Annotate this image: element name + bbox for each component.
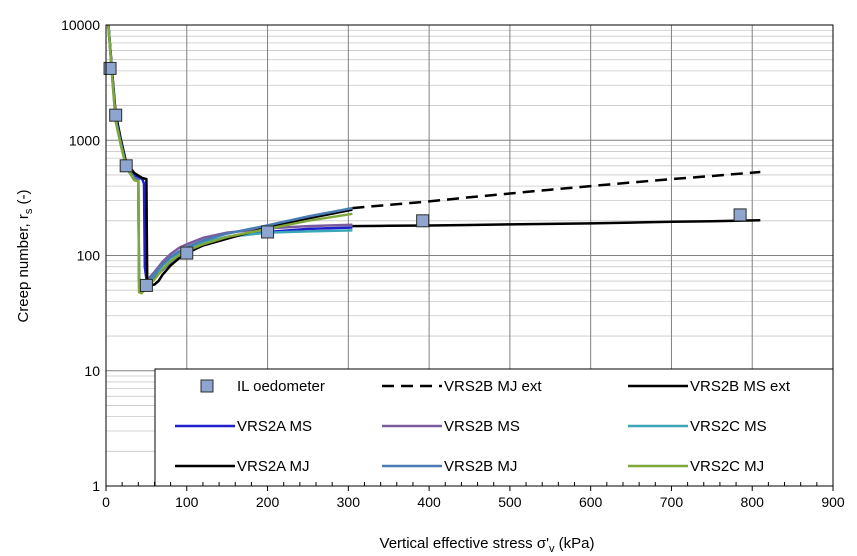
x-tick-label: 900 <box>821 494 845 510</box>
y-tick-label: 10000 <box>61 17 100 33</box>
x-tick-label: 800 <box>741 494 765 510</box>
data-point-il-oedometer <box>140 279 152 291</box>
legend-label-vrs2b-ms: VRS2B MS <box>444 418 520 435</box>
x-tick-label: 500 <box>498 494 522 510</box>
x-axis-label-unit: (kPa) <box>554 535 594 552</box>
y-tick-label: 1 <box>92 478 100 494</box>
data-point-il-oedometer <box>262 226 274 238</box>
legend-marker-il-oedometer <box>201 380 213 392</box>
legend-label-il-oedometer: IL oedometer <box>237 378 325 395</box>
x-tick-label: 600 <box>579 494 603 510</box>
legend-label-vrs2b-ms-ext: VRS2B MS ext <box>690 378 791 395</box>
legend-label-vrs2b-mj: VRS2B MJ <box>444 458 517 475</box>
y-tick-label: 100 <box>77 248 101 264</box>
legend-label-vrs2c-mj: VRS2C MJ <box>690 458 764 475</box>
x-tick-label: 0 <box>102 494 110 510</box>
data-point-il-oedometer <box>110 109 122 121</box>
y-axis-label-unit: (-) <box>15 189 32 208</box>
x-tick-label: 100 <box>175 494 199 510</box>
data-point-il-oedometer <box>120 160 132 172</box>
y-tick-label: 10 <box>84 363 100 379</box>
x-tick-label: 400 <box>417 494 441 510</box>
x-tick-label: 300 <box>337 494 361 510</box>
data-point-il-oedometer <box>181 247 193 259</box>
data-point-il-oedometer <box>417 215 429 227</box>
legend-label-vrs2a-mj: VRS2A MJ <box>237 458 310 475</box>
x-tick-label: 700 <box>660 494 684 510</box>
y-tick-label: 1000 <box>69 132 100 148</box>
legend-label-vrs2b-mj-ext: VRS2B MJ ext <box>444 378 542 395</box>
data-point-il-oedometer <box>734 209 746 221</box>
legend-label-vrs2c-ms: VRS2C MS <box>690 418 767 435</box>
y-axis-label-main: Creep number, r <box>15 214 32 322</box>
legend: IL oedometer VRS2B MJ ext VRS2B MS ext VRS2… <box>155 369 833 486</box>
x-tick-label: 200 <box>256 494 280 510</box>
legend-label-vrs2a-ms: VRS2A MS <box>237 418 312 435</box>
x-axis-label-main: Vertical effective stress σ' <box>380 535 550 552</box>
